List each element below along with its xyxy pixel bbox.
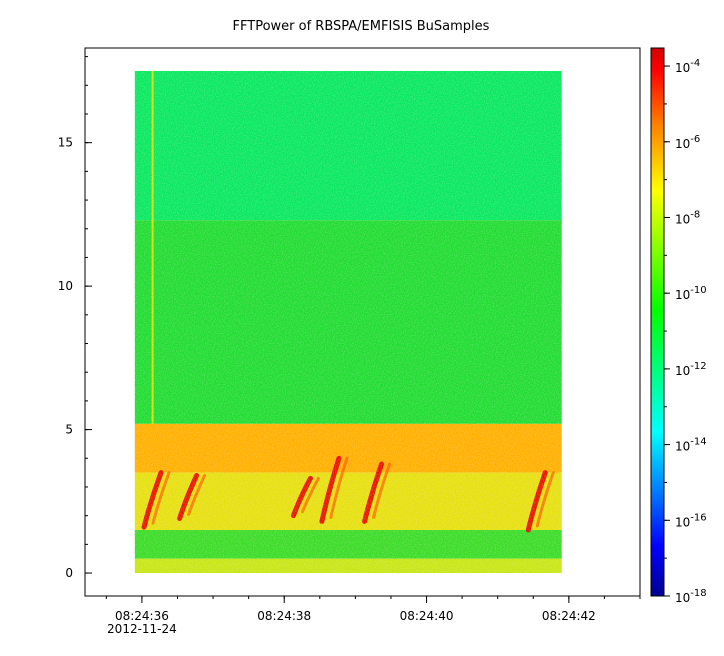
heatmap-grain bbox=[134, 70, 562, 574]
colorbar-tick-label: 10-18 bbox=[675, 588, 707, 605]
y-tick-label: 15 bbox=[58, 136, 73, 150]
colorbar-tick-label: 10-4 bbox=[675, 58, 700, 75]
colorbar-tick-label: 10-16 bbox=[675, 512, 707, 529]
x-tick-label: 08:24:38 bbox=[257, 609, 311, 623]
colorbar bbox=[650, 47, 665, 597]
colorbar-tick-label: 10-6 bbox=[675, 134, 700, 151]
colorbar-tick-label: 10-10 bbox=[675, 285, 707, 302]
chart-title: FFTPower of RBSPA/EMFISIS BuSamples bbox=[233, 19, 490, 34]
x-tick-label: 08:24:36 bbox=[115, 609, 169, 623]
x-date-label: 2012-11-24 bbox=[107, 622, 177, 636]
colorbar-tick-label: 10-12 bbox=[675, 361, 707, 378]
x-tick-label: 08:24:40 bbox=[400, 609, 454, 623]
x-tick-label: 08:24:42 bbox=[542, 609, 596, 623]
y-tick-label: 5 bbox=[65, 423, 73, 437]
spectrogram-image bbox=[134, 70, 562, 574]
y-axis: 0 5 10 15 bbox=[58, 56, 92, 580]
colorbar-axis: 10-4 10-6 10-8 10-10 10-12 10-14 10-16 10-18 bbox=[664, 58, 707, 605]
colorbar-tick-label: 10-14 bbox=[675, 437, 707, 454]
y-tick-label: 0 bbox=[65, 566, 73, 580]
colorbar-tick-label: 10-8 bbox=[675, 209, 700, 226]
y-tick-label: 10 bbox=[58, 279, 73, 293]
